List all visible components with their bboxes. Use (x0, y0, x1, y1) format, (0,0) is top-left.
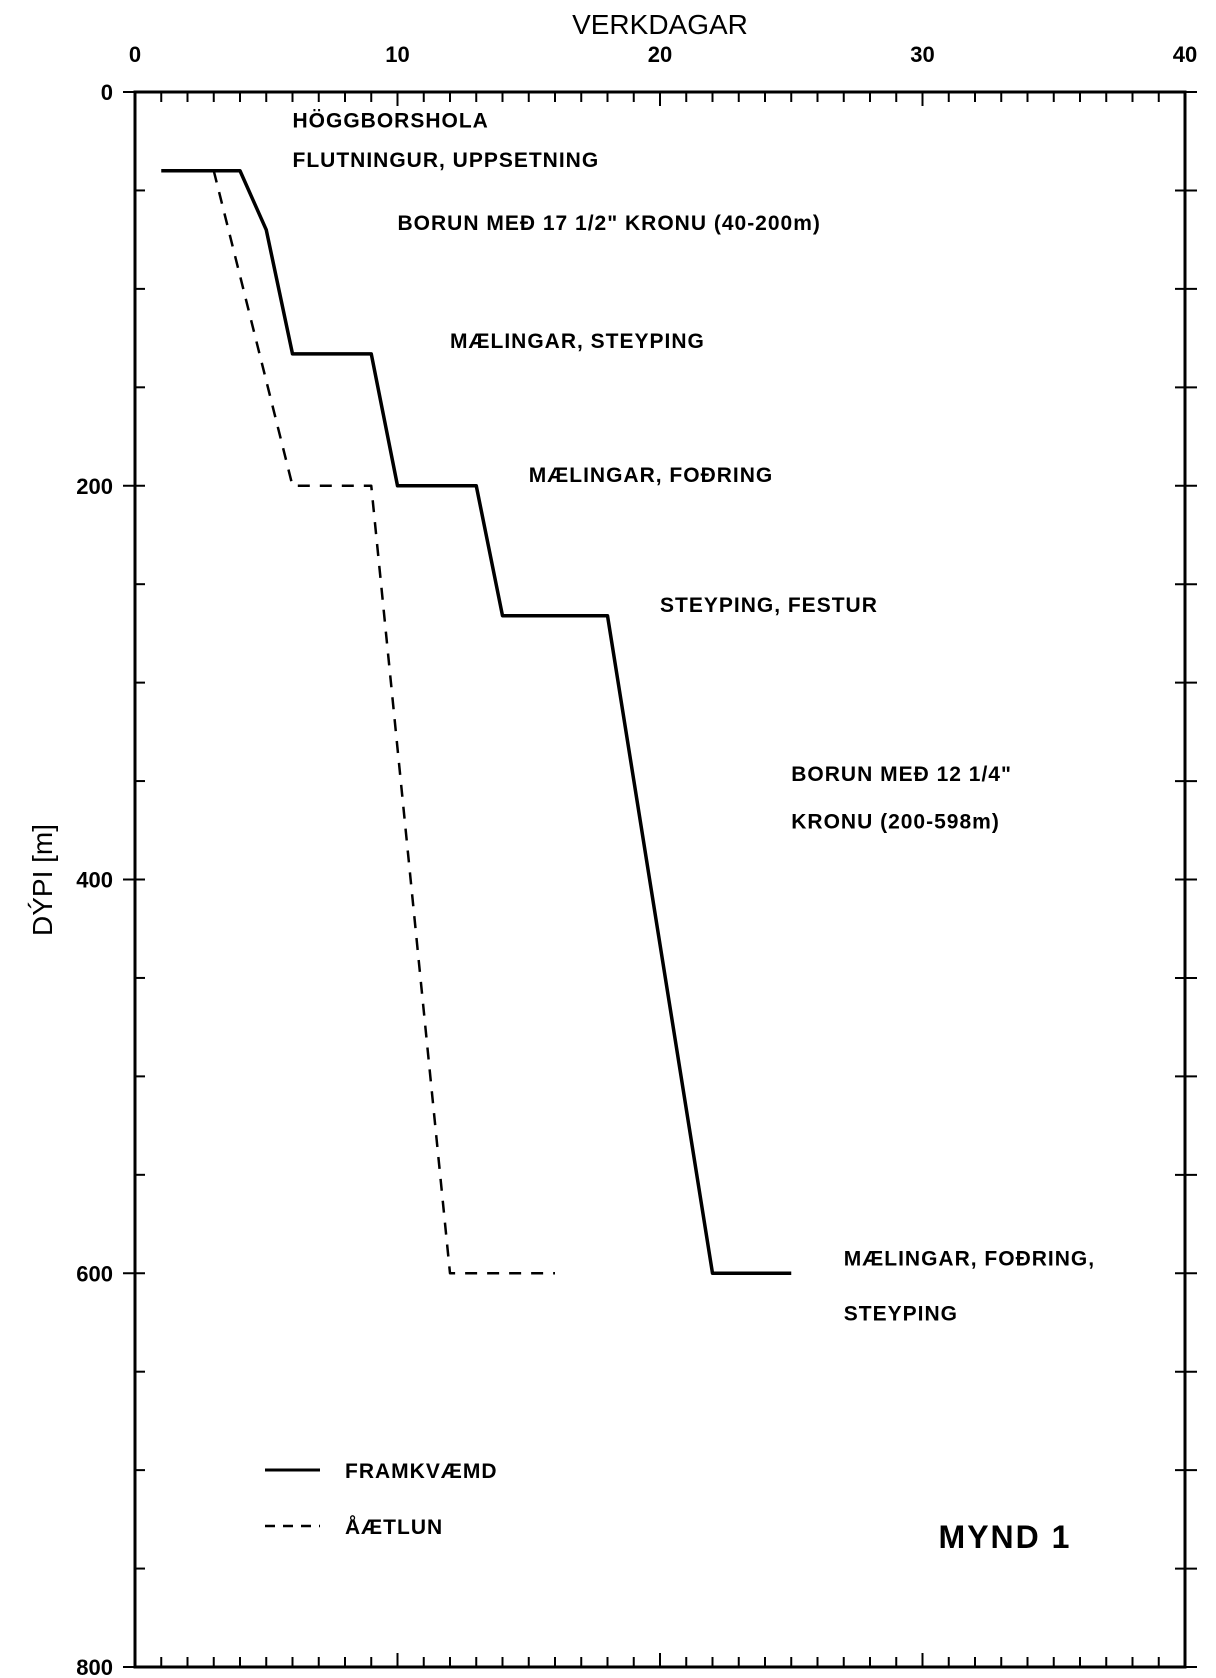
y-tick-label: 0 (101, 80, 113, 105)
y-tick-label: 800 (76, 1655, 113, 1678)
chart-annotation: BORUN MEÐ 17 1/2" KRONU (40-200m) (398, 212, 821, 235)
chart-annotation: BORUN MEÐ 12 1/4" (791, 763, 1012, 786)
chart-annotation: HÖGGBORSHOLA (293, 109, 489, 132)
x-tick-label: 10 (385, 42, 409, 67)
chart-annotation: KRONU (200-598m) (791, 810, 1000, 833)
chart-annotation: FLUTNINGUR, UPPSETNING (293, 149, 600, 172)
series-lines (161, 169, 792, 1275)
y-tick-label: 600 (76, 1261, 113, 1286)
x-tick-label: 40 (1173, 42, 1197, 67)
x-tick-label: 30 (910, 42, 934, 67)
chart-annotation: STEYPING, FESTUR (660, 594, 878, 617)
legend: FRAMKVÆMD ÅÆTLUN (265, 1460, 497, 1539)
y-tick-label: 400 (76, 868, 113, 893)
chart-annotation: MÆLINGAR, STEYPING (450, 330, 705, 353)
series-line (161, 169, 792, 1275)
annotations: HÖGGBORSHOLA FLUTNINGUR, UPPSETNING BORUN … (293, 109, 1095, 1326)
y-tick-label: 200 (76, 474, 113, 499)
y-axis-title: DÝPI [m] (27, 824, 58, 936)
legend-label: FRAMKVÆMD (345, 1460, 497, 1483)
x-tick-label: 0 (129, 42, 141, 67)
x-axis-title: VERKDAGAR (572, 9, 748, 40)
figure-label: MYND 1 (939, 1519, 1072, 1555)
x-tick-label: 20 (648, 42, 672, 67)
chart-annotation: STEYPING (844, 1303, 958, 1326)
chart-annotation: MÆLINGAR, FOÐRING, (844, 1247, 1095, 1270)
series-line (212, 170, 555, 1275)
chart-annotation: MÆLINGAR, FOÐRING (529, 464, 773, 487)
plot-frame (133, 90, 1187, 1669)
tick-marks (123, 91, 1197, 1668)
legend-label: ÅÆTLUN (345, 1515, 443, 1539)
